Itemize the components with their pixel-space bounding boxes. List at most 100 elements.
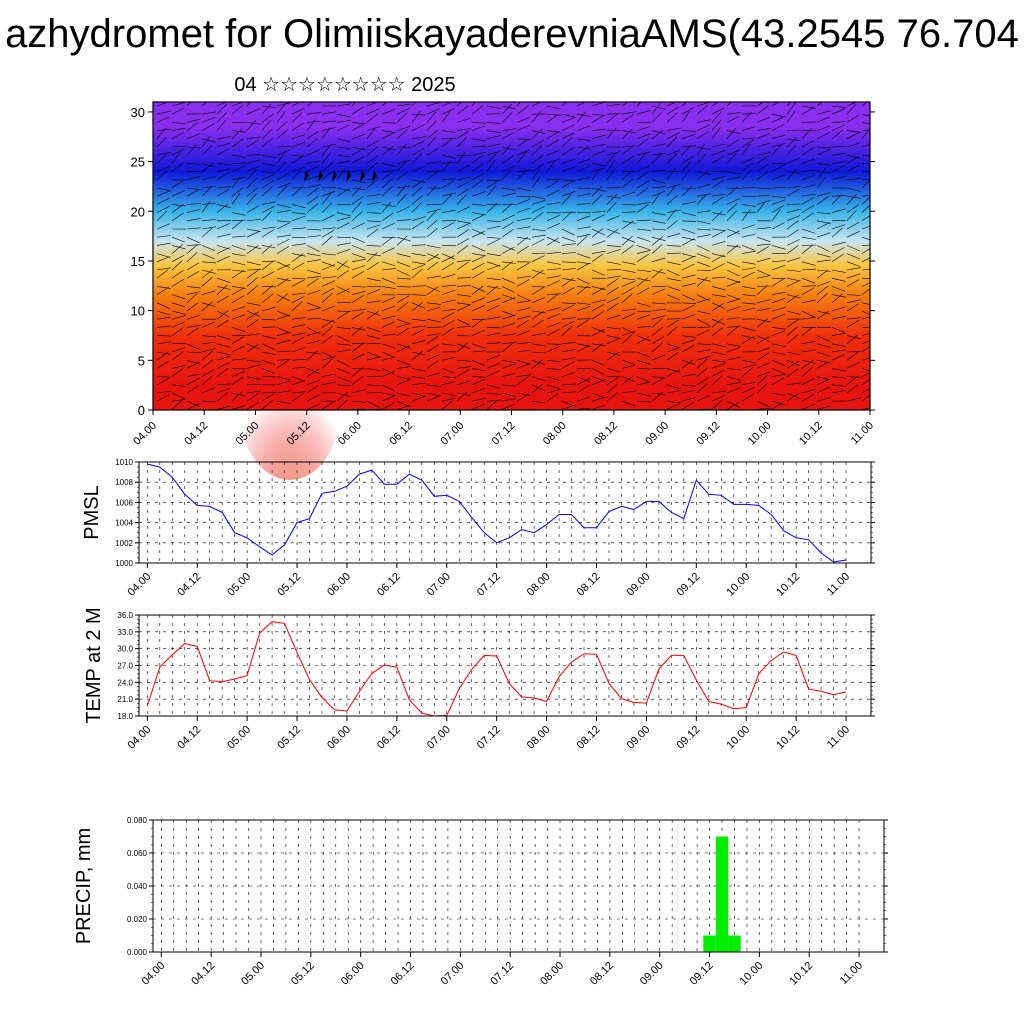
- wind-barb: [516, 279, 530, 287]
- wind-barb: [711, 193, 726, 197]
- wind-barb: [441, 376, 457, 379]
- wind-barb: [201, 359, 214, 369]
- wind-barb: [156, 110, 171, 115]
- wind-barb: [666, 136, 678, 148]
- wind-barb: [696, 355, 711, 361]
- wind-barb: [516, 152, 527, 164]
- wind-barb: [486, 253, 501, 257]
- wind-barb: [726, 382, 741, 386]
- wind-barb: [276, 149, 290, 156]
- wind-barb: [246, 228, 261, 232]
- wind-barb: [831, 241, 846, 246]
- wind-barb: [396, 185, 411, 189]
- wind-barb: [366, 277, 381, 282]
- wind-barb: [381, 212, 394, 222]
- wind-barb: [171, 351, 184, 361]
- wind-barb: [336, 270, 349, 279]
- wind-barb: [666, 261, 681, 266]
- wind-barb: [336, 187, 351, 192]
- wind-barb: [441, 299, 456, 304]
- wind-barb: [846, 335, 861, 339]
- wind-barb: [306, 275, 321, 279]
- wind-barb: [531, 129, 543, 140]
- wind-barb: [831, 220, 847, 222]
- wind-barb: [231, 295, 245, 304]
- wind-barb: [216, 392, 228, 402]
- wind-barb: [186, 343, 200, 350]
- wind-barb: [366, 289, 381, 295]
- wind-barb: [696, 277, 711, 282]
- wind-barb: [846, 375, 859, 386]
- wind-barb: [786, 382, 801, 386]
- wind-barb: [576, 378, 590, 386]
- wind-barb: [666, 343, 681, 349]
- wind-barb: [456, 229, 469, 238]
- wind-barb: [771, 400, 786, 406]
- wind-barb: [576, 407, 591, 410]
- wind-barb: [171, 342, 187, 345]
- wind-barb: [456, 154, 472, 156]
- wind-barb: [186, 286, 201, 289]
- wind-barb: [516, 359, 531, 365]
- wind-barb: [696, 171, 711, 175]
- wind-barb: [801, 140, 815, 148]
- wind-barb: [366, 253, 381, 257]
- wind-barb: [321, 318, 336, 323]
- wind-barb: [486, 370, 500, 377]
- wind-barb: [441, 262, 455, 271]
- wind-barb: [381, 109, 396, 115]
- x-tick-label: 05.00: [225, 571, 253, 599]
- wind-barb: [501, 314, 516, 320]
- wind-barb: [621, 235, 633, 246]
- wind-barb: [636, 269, 651, 272]
- wind-barb: [846, 231, 860, 238]
- wind-barb: [411, 253, 426, 256]
- plot-frame: [138, 614, 872, 717]
- x-tick-label: 10.00: [724, 724, 752, 752]
- wind-barb: [411, 221, 424, 230]
- wind-barb: [786, 326, 798, 336]
- wind-barb: [666, 132, 680, 140]
- wind-barb: [501, 403, 516, 410]
- wind-barb: [591, 194, 603, 205]
- y-axis-label: PMSL: [81, 485, 103, 539]
- wind-barb: [486, 399, 498, 410]
- wind-barb: [471, 376, 487, 378]
- wind-barb: [411, 147, 425, 156]
- wind-barb: [816, 293, 828, 304]
- wind-barb: [591, 379, 606, 386]
- wind-barb: [276, 380, 291, 386]
- wind-barb: [696, 377, 709, 386]
- wind-barb: [621, 156, 635, 164]
- x-tick-label: 07.12: [475, 724, 503, 752]
- wind-barb: [531, 228, 546, 232]
- wind-barb: [666, 219, 679, 230]
- wind-barb: [291, 107, 305, 115]
- wind-barb: [291, 253, 306, 257]
- y-tick-label: 24.0: [117, 678, 133, 687]
- wind-barb: [471, 214, 485, 222]
- wind-barb: [246, 261, 261, 266]
- wind-barb: [861, 407, 870, 410]
- wind-barb: [351, 311, 365, 320]
- wind-barb: [351, 367, 363, 377]
- wind-barb: [321, 127, 331, 139]
- wind-barb: [381, 370, 396, 377]
- wind-barb: [621, 102, 629, 107]
- wind-barb: [786, 351, 801, 356]
- wind-barb: [636, 102, 642, 107]
- wind-barb: [516, 300, 531, 304]
- wind-barb: [726, 176, 741, 181]
- precip-bar: [715, 836, 729, 952]
- wind-barb: [411, 179, 424, 189]
- wind-barb: [171, 204, 186, 207]
- wind-barb: [486, 238, 500, 246]
- wind-barb: [726, 186, 738, 197]
- wind-barb: [276, 234, 291, 238]
- wind-barb: [531, 255, 545, 263]
- wind-barb: [321, 326, 333, 336]
- wind-barb: [231, 187, 244, 197]
- wind-barb: [861, 196, 870, 205]
- wind-barb: [336, 343, 351, 346]
- wind-barb: [261, 393, 274, 402]
